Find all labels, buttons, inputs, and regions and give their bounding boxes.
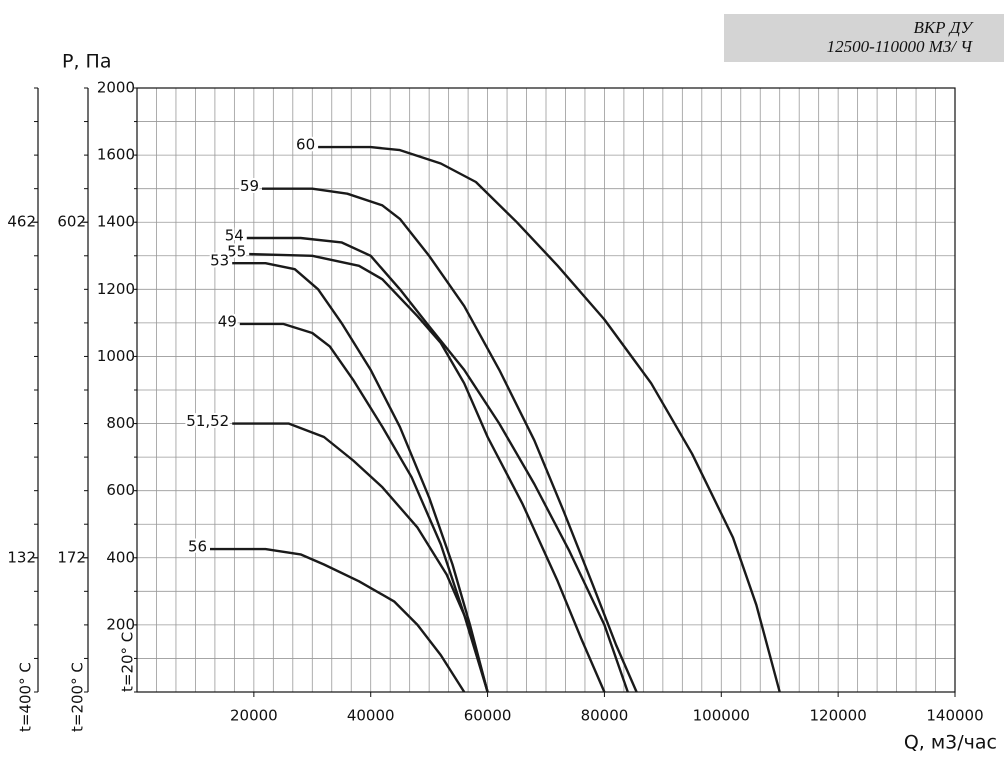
curve (318, 145, 781, 693)
header-box (724, 14, 1004, 62)
x-tick-label: 100000 (693, 707, 750, 725)
curve (246, 236, 629, 693)
header-line: 12500-110000 МЗ/ Ч (827, 37, 974, 56)
curve (232, 262, 489, 693)
axis-label: t=400° C (17, 662, 35, 732)
x-tick-label: 20000 (230, 707, 278, 725)
y-tick-label: 800 (106, 414, 135, 432)
y-tick-label: 1000 (97, 347, 135, 365)
y-tick-label: 600 (106, 481, 135, 499)
x-tick-label: 40000 (347, 707, 395, 725)
curve (210, 547, 466, 693)
curve-label: 59 (240, 177, 259, 195)
axis-label: t=200° C (69, 662, 87, 732)
y-tick-label: 200 (106, 615, 135, 633)
y-tick-label: 400 (106, 548, 135, 566)
y-tick-label: 132 (7, 548, 36, 566)
y-tick-label: 1600 (97, 146, 135, 164)
y-tick-label: 462 (7, 213, 36, 231)
curve-label: 51,52 (186, 412, 229, 430)
curve-label: 60 (296, 136, 315, 154)
curve-label: 55 (227, 243, 246, 261)
y-axis-label: t=20° C (119, 632, 137, 692)
curve (239, 322, 489, 693)
y-title: P, Па (62, 51, 111, 73)
y-tick-label: 2000 (97, 79, 135, 97)
curve (249, 252, 606, 693)
curve-label: 53 (210, 252, 229, 270)
x-tick-label: 140000 (926, 707, 983, 725)
curve-label: 54 (225, 226, 244, 244)
curve (262, 187, 638, 693)
x-tick-label: 120000 (810, 707, 867, 725)
x-tick-label: 60000 (464, 707, 512, 725)
y-tick-label: 1200 (97, 280, 135, 298)
curve (232, 422, 489, 693)
x-title: Q, м3/час (904, 732, 997, 754)
curve-label: 49 (218, 312, 237, 330)
y-tick-label: 1400 (97, 213, 135, 231)
y-tick-label: 172 (57, 548, 86, 566)
curve-label: 56 (188, 538, 207, 556)
x-tick-label: 80000 (581, 707, 629, 725)
header-line: ВКР ДУ (913, 18, 974, 37)
y-tick-label: 602 (57, 213, 86, 231)
